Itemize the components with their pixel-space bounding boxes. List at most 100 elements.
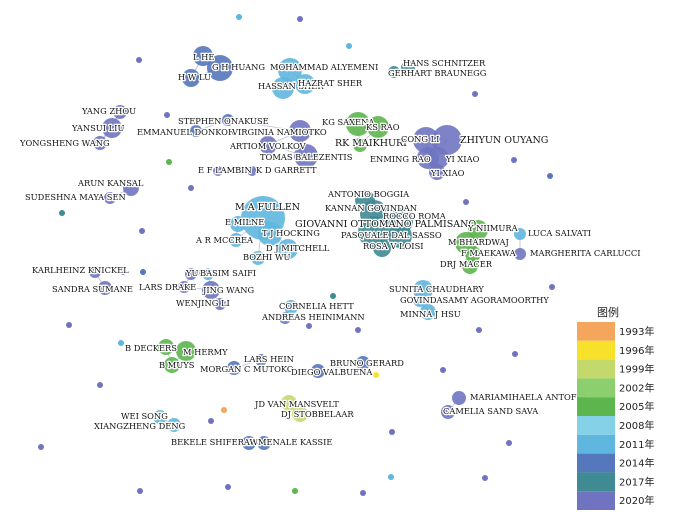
- author-node: [158, 339, 174, 355]
- author-node: [295, 74, 315, 94]
- author-node: [388, 66, 400, 78]
- author-node: [292, 406, 308, 422]
- isolated-author-node: [292, 488, 298, 494]
- isolated-author-node: [506, 440, 512, 446]
- author-label-l-he: L HE: [193, 52, 214, 62]
- legend-item: 1993年: [577, 322, 654, 341]
- author-label-wenjing-li: WENJING LI: [176, 298, 230, 308]
- author-node: [93, 136, 107, 150]
- legend-swatch: [577, 491, 615, 510]
- author-node: [413, 293, 427, 307]
- coauthor-link: [227, 119, 301, 132]
- legend-label: 2017年: [619, 475, 654, 488]
- isolated-author-node: [137, 488, 143, 494]
- author-label-ks-rao: KS RAO: [366, 122, 400, 132]
- legend-swatch: [577, 397, 615, 416]
- legend-title: 图例: [597, 305, 619, 319]
- author-node: [164, 357, 180, 373]
- author-node: [193, 46, 213, 66]
- author-label-d-j-mitchell: D J MITCHELL: [266, 243, 330, 253]
- author-node: [214, 298, 226, 310]
- author-label-sunita-chaudhary: SUNITA CHAUDHARY: [389, 284, 484, 294]
- author-node: [202, 281, 220, 299]
- author-label-jing-wang: JING WANG: [202, 285, 254, 295]
- author-node: [367, 116, 389, 138]
- author-label-yongsheng-wang: YONGSHENG WANG: [19, 138, 110, 148]
- author-node: [284, 300, 298, 314]
- legend: 图例 1993年 1996年 1999年 2002年 2005年 2008年 2011年 20…: [577, 305, 654, 510]
- author-label-emmanuel-donkor: EMMANUEL DONKOR: [137, 127, 235, 137]
- author-node: [230, 216, 246, 232]
- isolated-author-node: [547, 173, 553, 179]
- author-label-margherita-carlucci: MARGHERITA CARLUCCI: [530, 248, 641, 258]
- legend-label: 2011年: [619, 438, 654, 451]
- isolated-author-node: [139, 228, 145, 234]
- isolated-author-node: [118, 340, 124, 346]
- isolated-author-node: [208, 418, 214, 424]
- author-node: [104, 192, 116, 204]
- author-node: [289, 120, 311, 142]
- author-label-bruno-gerard: BRUNO GERARD: [330, 358, 404, 368]
- isolated-author-node: [97, 382, 103, 388]
- legend-item: 2020年: [577, 491, 654, 510]
- isolated-author-node: [120, 269, 126, 275]
- author-node: [278, 58, 302, 82]
- author-label-yansui-liu: YANSUI LIU: [71, 123, 124, 133]
- author-label-karlheinz-knickel: KARLHEINZ KNICKEL: [32, 265, 129, 275]
- author-node: [176, 341, 196, 361]
- legend-item: 2005年: [577, 397, 654, 416]
- author-label-t-j-hocking: T J HOCKING: [262, 228, 320, 238]
- author-node: [222, 114, 234, 126]
- legend-swatch: [577, 472, 615, 492]
- author-label-giovanni-ottomano-palmisano: GIOVANNI OTTOMANO PALMISANO: [295, 219, 476, 230]
- author-label-kannan-govindan: KANNAN GOVINDAN: [325, 203, 417, 213]
- author-node: [465, 246, 481, 262]
- legend-item: 2002年: [577, 378, 654, 398]
- isolated-author-node: [389, 429, 395, 435]
- legend-label: 2005年: [619, 400, 654, 413]
- author-label-lars-drake: LARS DRAKE: [139, 282, 196, 292]
- author-node: [279, 312, 291, 324]
- author-label-menale-kassie: MENALE KASSIE: [258, 437, 332, 447]
- legend-item: 2011年: [577, 434, 654, 454]
- isolated-author-node: [549, 284, 555, 290]
- author-node: [259, 136, 277, 154]
- author-label-pasquale-dal-sasso: PASQUALE DAL SASSO: [341, 230, 442, 240]
- author-node: [413, 127, 439, 153]
- author-node: [278, 239, 298, 259]
- isolated-author-node: [388, 474, 394, 480]
- author-node: [255, 354, 267, 366]
- isolated-author-node: [476, 327, 482, 333]
- legend-item: 1999年: [577, 359, 654, 379]
- author-node: [356, 356, 370, 370]
- author-node: [229, 233, 243, 247]
- isolated-author-node: [66, 322, 72, 328]
- author-label-drj-macer: DRJ MACER: [440, 259, 493, 269]
- author-label-camelia-sand-sava: CAMELIA SAND SAVA: [443, 406, 539, 416]
- author-node: [185, 268, 197, 280]
- author-label-g-h-huang: G H HUANG: [212, 62, 265, 72]
- isolated-author-node: [355, 327, 361, 333]
- isolated-author-node: [166, 159, 172, 165]
- author-node: [190, 125, 202, 137]
- author-node: [182, 69, 200, 87]
- legend-swatch: [577, 340, 615, 360]
- author-node: [272, 77, 294, 99]
- author-label-lars-hein: LARS HEIN: [244, 354, 294, 364]
- isolated-author-node: [59, 210, 65, 216]
- author-label-yurui-li: YURUI LI: [185, 268, 226, 278]
- legend-swatch: [577, 322, 615, 341]
- author-label-kg-saxena: KG SAXENA: [322, 117, 375, 127]
- author-node: [429, 164, 445, 180]
- author-node: [420, 304, 436, 320]
- author-label-f-maekawa: F MAEKAWA: [461, 248, 517, 258]
- author-node: [353, 138, 367, 152]
- isolated-author-node: [236, 14, 242, 20]
- author-label-antonio-boggia: ANTONIO BOGGIA: [327, 189, 410, 199]
- legend-item: 2008年: [577, 416, 654, 435]
- author-node: [102, 118, 122, 138]
- author-label-mohammad-alyemeni: MOHAMMAD ALYEMENI: [270, 62, 378, 72]
- author-label-gerhart-braunegg: GERHART BRAUNEGG: [388, 68, 486, 78]
